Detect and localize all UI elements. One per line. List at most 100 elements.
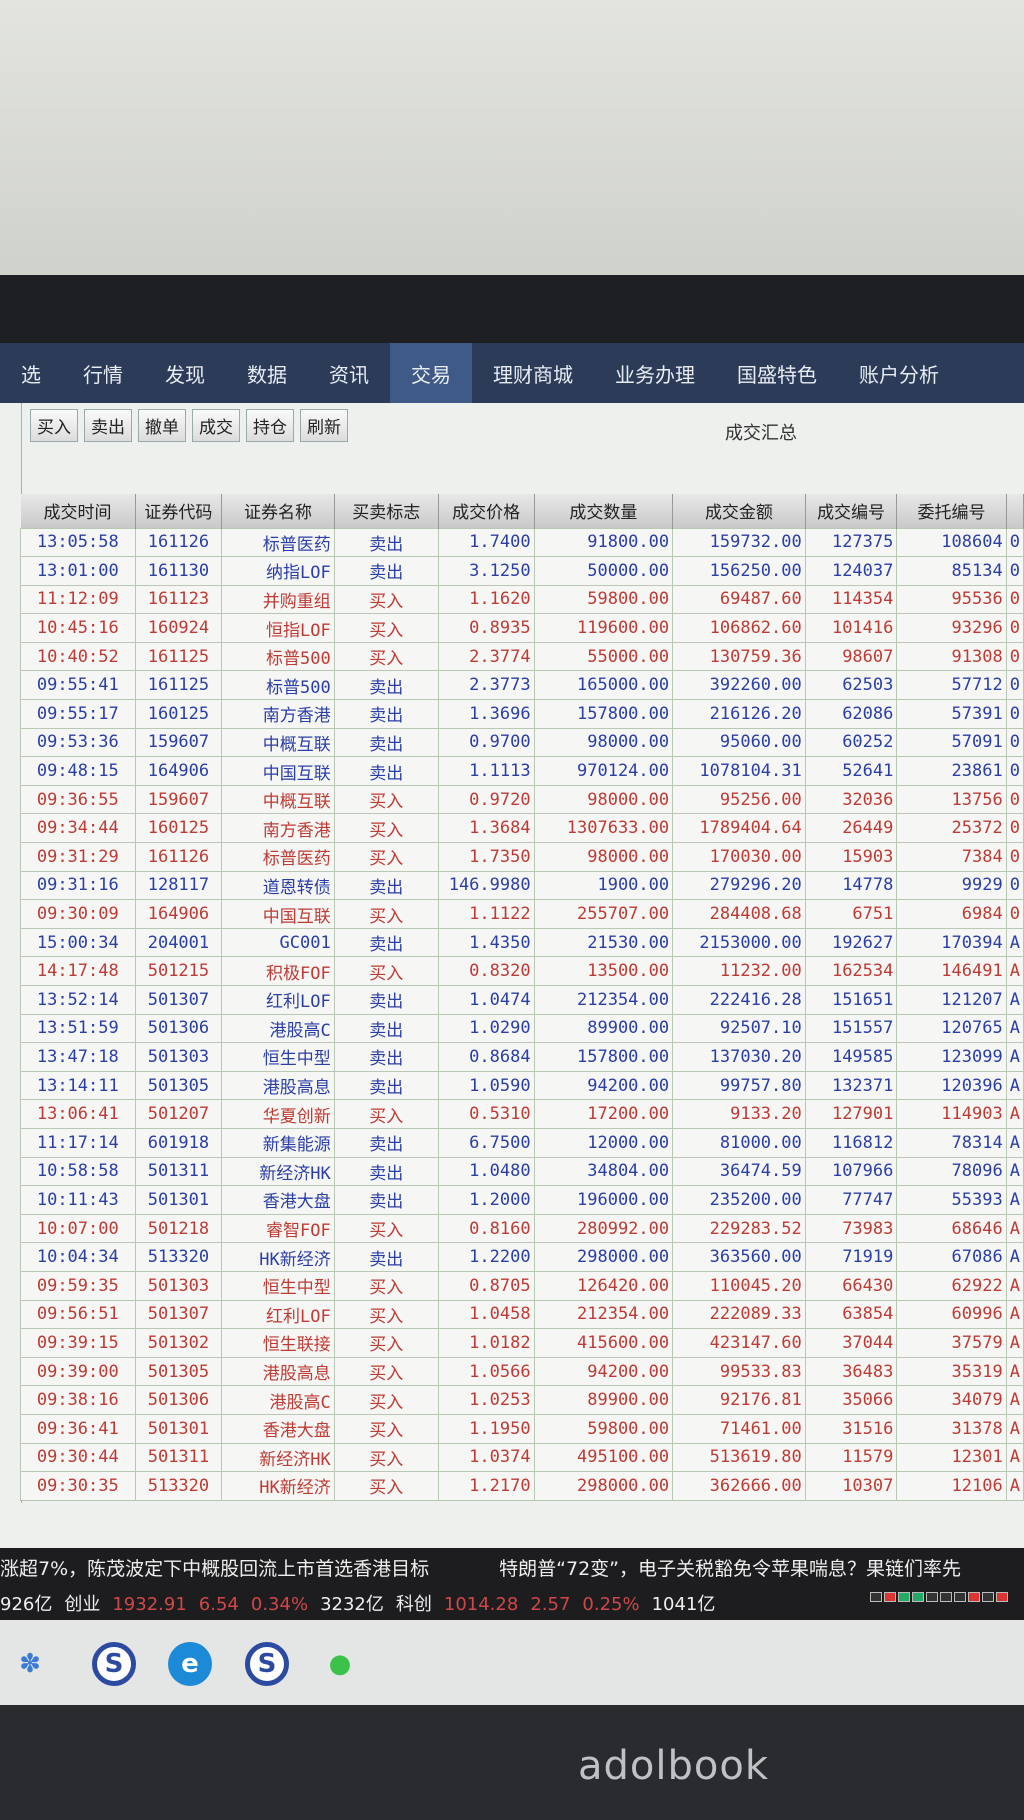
cell-col-0: 09:36:41 [20,1413,136,1444]
cell-col-6: 222089.33 [672,1299,806,1330]
news-headline[interactable]: 特朗普“72变”，电子关税豁免令苹果喘息？果链们率先 [499,1558,962,1580]
cell-col-0: 09:59:35 [20,1270,136,1301]
cell-col-8: 34079 [896,1385,1007,1415]
table-row[interactable]: 09:34:44 160125 南方香港 买入 1.3684 1307633.00 1789… [20,813,1024,844]
table-row[interactable]: 15:00:34 204001 GC001 卖出 1.4350 21530.00 21530… [20,927,1024,958]
guosheng-app-icon[interactable]: S [92,1642,136,1686]
cell-col-1: 513320 [134,1471,223,1501]
table-row[interactable]: 09:30:44 501311 新经济HK 买入 1.0374 495100.00 5136… [20,1442,1024,1473]
cell-col-9: 0 [1005,813,1024,844]
column-header-2[interactable]: 证券名称 [221,494,335,528]
toolbar-button-3[interactable]: 成交 [192,409,240,442]
cell-col-3: 买入 [333,1328,439,1358]
toolbar-button-5[interactable]: 刷新 [300,409,348,442]
table-row[interactable]: 09:36:55 159607 中概互联 买入 0.9720 98000.00 95256.… [20,784,1024,815]
cell-col-7: 127901 [804,1099,898,1129]
index-value: 科创 [395,1594,432,1615]
table-row[interactable]: 11:12:09 161123 并购重组 买入 1.1620 59800.00 69487.… [20,584,1024,615]
table-row[interactable]: 13:06:41 501207 华夏创新 买入 0.5310 17200.00 9133.2… [20,1099,1024,1129]
table-row[interactable]: 09:56:51 501307 红利LOF 买入 1.0458 212354.00 2220… [20,1299,1024,1330]
table-row[interactable]: 10:11:43 501301 香港大盘 卖出 1.2000 196000.00 23520… [20,1185,1024,1215]
cell-col-8: 91308 [896,641,1007,672]
wechat-icon[interactable]: ● [328,1649,352,1679]
nav-tab-7[interactable]: 业务办理 [615,362,695,387]
cell-col-8: 6984 [896,899,1007,929]
column-header-3[interactable]: 买卖标志 [334,494,439,528]
table-row[interactable]: 09:55:41 161125 标普500 卖出 2.3773 165000.00 3922… [20,670,1024,701]
column-header-8[interactable]: 委托编号 [896,494,1007,528]
cell-col-3: 卖出 [333,670,439,701]
table-row[interactable]: 13:51:59 501306 港股高C 卖出 1.0290 89900.00 92507.… [20,1013,1024,1044]
table-row[interactable]: 09:31:29 161126 标普医药 买入 1.7350 98000.00 170030… [20,842,1024,872]
cell-col-4: 1.1113 [437,756,535,786]
nav-tab-2[interactable]: 发现 [165,362,205,387]
guosheng-app-icon[interactable]: S [245,1642,289,1686]
table-row[interactable]: 13:52:14 501307 红利LOF 卖出 1.0474 212354.00 2224… [20,985,1024,1015]
cell-col-9: A [1005,1413,1024,1444]
table-row[interactable]: 09:39:00 501305 港股高息 买入 1.0566 94200.00 99533.… [20,1356,1024,1387]
cell-col-6: 110045.20 [672,1270,806,1301]
column-header-5[interactable]: 成交数量 [534,494,674,528]
table-row[interactable]: 09:53:36 159607 中概互联 卖出 0.9700 98000.00 95060.… [20,727,1024,758]
cell-col-9: A [1005,1213,1024,1244]
toolbar-button-0[interactable]: 买入 [30,409,78,442]
table-row[interactable]: 09:39:15 501302 恒生联接 买入 1.0182 415600.00 42314… [20,1328,1024,1358]
table-row[interactable]: 09:30:09 164906 中国互联 买入 1.1122 255707.00 28440… [20,899,1024,929]
cell-col-7: 124037 [804,556,898,586]
nav-tab-1[interactable]: 行情 [83,362,123,387]
nav-tab-4[interactable]: 资讯 [329,362,369,387]
index-value: 2.57 [530,1594,571,1615]
cell-col-7: 98607 [804,641,898,672]
toolbar-button-2[interactable]: 撤单 [138,409,186,442]
toolbar-button-4[interactable]: 持仓 [246,409,294,442]
nav-tab-5[interactable]: 交易 [390,342,472,404]
nav-tab-0[interactable]: 选 [21,362,41,387]
table-row[interactable]: 10:04:34 513320 HK新经济 卖出 1.2200 298000.00 3635… [20,1242,1024,1272]
cell-col-7: 114354 [804,584,898,615]
table-row[interactable]: 09:38:16 501306 港股高C 买入 1.0253 89900.00 92176.… [20,1385,1024,1415]
cell-col-2: GC001 [221,927,335,958]
table-row[interactable]: 09:36:41 501301 香港大盘 买入 1.1950 59800.00 71461.… [20,1413,1024,1444]
column-header-4[interactable]: 成交价格 [438,494,535,528]
cell-col-0: 13:05:58 [20,527,136,558]
cell-col-6: 159732.00 [672,527,806,558]
status-light [870,1592,882,1602]
table-row[interactable]: 10:45:16 160924 恒指LOF 买入 0.8935 119600.00 1068… [20,613,1024,643]
cell-col-2: 港股高息 [221,1356,335,1387]
table-row[interactable]: 10:07:00 501218 睿智FOF 买入 0.8160 280992.00 2292… [20,1213,1024,1244]
nav-tab-6[interactable]: 理财商城 [493,362,573,387]
news-marquee[interactable]: 涨超7%，陈茂波定下中概股回流上市首选香港目标 特朗普“72变”，电子关税豁免令苹… [0,1554,1024,1581]
cell-col-2: 中概互联 [221,784,335,815]
table-row[interactable]: 11:17:14 601918 新集能源 卖出 6.7500 12000.00 81000.… [20,1127,1024,1158]
left-sidebar-strip [0,403,22,1503]
table-row[interactable]: 09:59:35 501303 恒生中型 买入 0.8705 126420.00 11004… [20,1270,1024,1301]
table-row[interactable]: 09:30:35 513320 HK新经济 买入 1.2170 298000.00 3626… [20,1471,1024,1501]
nav-tab-3[interactable]: 数据 [247,362,287,387]
table-row[interactable]: 09:48:15 164906 中国互联 卖出 1.1113 970124.00 10781… [20,756,1024,786]
edge-browser-icon[interactable]: e [168,1642,212,1686]
news-headline[interactable]: 涨超7%，陈茂波定下中概股回流上市首选香港目标 [0,1558,430,1580]
nav-tab-9[interactable]: 账户分析 [859,362,939,387]
column-header-9[interactable] [1006,494,1024,528]
table-row[interactable]: 10:40:52 161125 标普500 买入 2.3774 55000.00 13075… [20,641,1024,672]
cell-col-8: 123099 [896,1042,1007,1072]
column-header-1[interactable]: 证券代码 [135,494,223,528]
column-header-7[interactable]: 成交编号 [805,494,898,528]
cell-col-2: 标普医药 [221,842,335,872]
table-row[interactable]: 09:55:17 160125 南方香港 卖出 1.3696 157800.00 21612… [20,699,1024,729]
table-row[interactable]: 13:47:18 501303 恒生中型 卖出 0.8684 157800.00 13703… [20,1042,1024,1072]
cell-col-0: 14:17:48 [20,956,136,986]
table-row[interactable]: 13:01:00 161130 纳指LOF 卖出 3.1250 50000.00 15625… [20,556,1024,586]
cell-col-1: 501303 [134,1270,223,1301]
table-row[interactable]: 13:14:11 501305 港股高息 卖出 1.0590 94200.00 99757.… [20,1070,1024,1101]
toolbar-button-1[interactable]: 卖出 [84,409,132,442]
table-row[interactable]: 14:17:48 501215 积极FOF 买入 0.8320 13500.00 11232… [20,956,1024,986]
column-header-0[interactable]: 成交时间 [20,494,136,528]
nav-tab-8[interactable]: 国盛特色 [737,362,817,387]
table-row[interactable]: 13:05:58 161126 标普医药 卖出 1.7400 91800.00 159732… [20,527,1024,558]
table-row[interactable]: 10:58:58 501311 新经济HK 卖出 1.0480 34804.00 36474… [20,1156,1024,1187]
table-row[interactable]: 09:31:16 128117 道恩转债 卖出 146.9980 1900.00 27929… [20,870,1024,901]
water-app-icon[interactable]: ✽ [19,1649,41,1679]
column-header-6[interactable]: 成交金额 [672,494,806,528]
cell-col-5: 50000.00 [533,556,674,586]
